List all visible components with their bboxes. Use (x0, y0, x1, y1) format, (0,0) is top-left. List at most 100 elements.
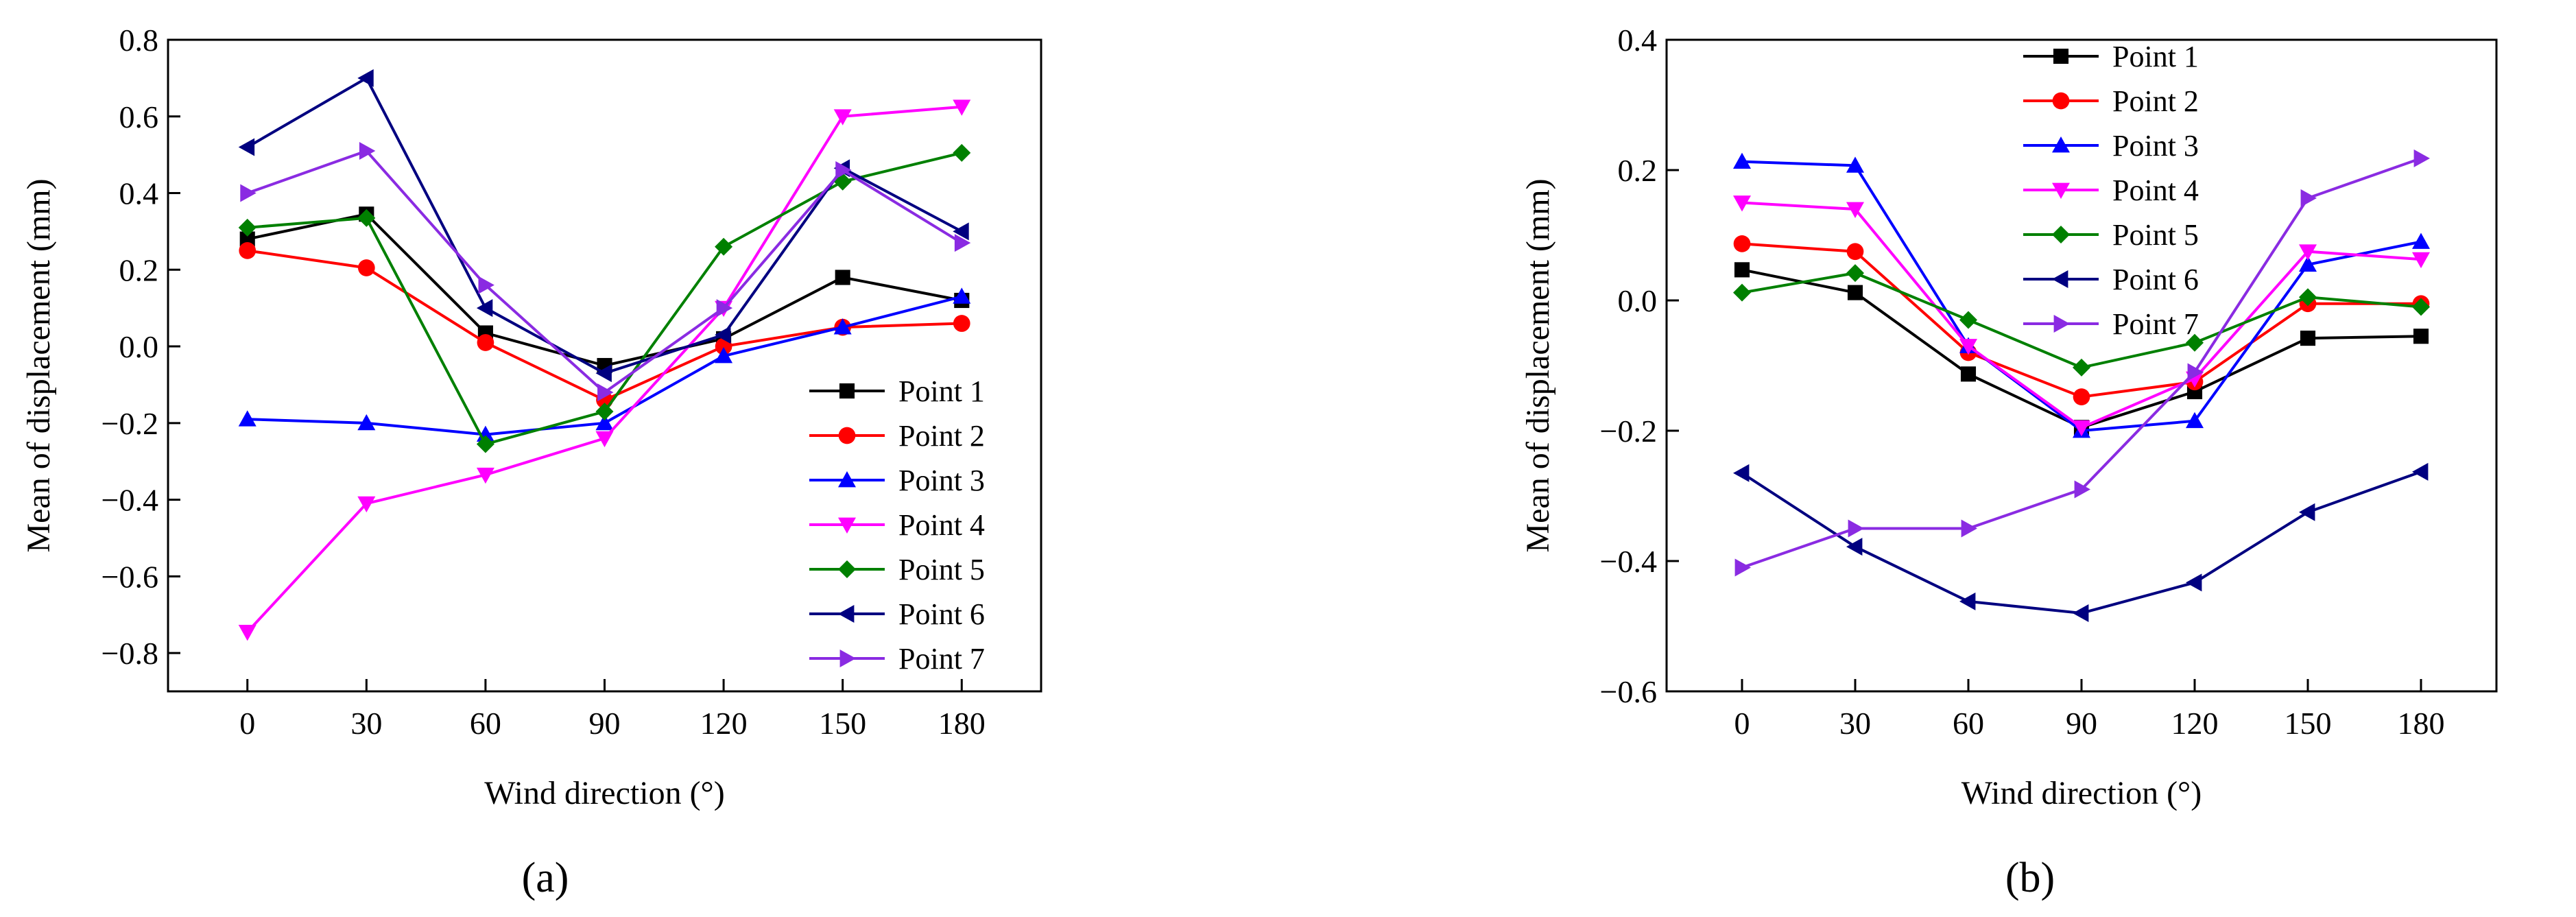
data-point-b-4-0 (1733, 195, 1751, 212)
data-point-b-3-1 (1846, 156, 1864, 173)
x-tick-label-b-4: 120 (2171, 706, 2219, 741)
x-tick-label-b-3: 90 (2066, 706, 2097, 741)
data-point-a-5-0 (238, 218, 257, 237)
series-line-b-5 (1741, 272, 2422, 369)
x-tick-label-a-0: 0 (239, 706, 255, 741)
y-tick-label-a-1: −0.6 (102, 559, 158, 594)
y-tick-label-a-4: 0.0 (119, 329, 159, 364)
legend-label-b-1: Point 1 (2112, 40, 2199, 73)
x-tick-label-b-5: 150 (2285, 706, 2332, 741)
data-point-b-1-5 (2300, 331, 2316, 346)
data-point-b-5-2 (1959, 311, 1977, 329)
data-point-b-4-1 (1846, 202, 1864, 218)
legend-label-a-5: Point 5 (898, 553, 985, 586)
data-point-a-3-6 (953, 287, 971, 304)
legend-label-a-4: Point 4 (898, 508, 985, 542)
data-point-b-6-3 (2073, 604, 2089, 622)
data-point-a-2-6 (953, 315, 970, 332)
data-point-b-7-5 (2300, 189, 2317, 207)
series-line-a-7 (247, 149, 963, 394)
x-tick-label-a-3: 90 (589, 706, 621, 741)
chart-a: −0.8 −0.6 −0.4 −0.2 0.0 0.2 0.4 0.6 0.8 0 30 60 90 12… (21, 23, 1042, 901)
series-a-point-5 (238, 143, 971, 453)
y-tick-label-a-5: 0.2 (119, 252, 159, 287)
data-point-b-5-5 (2299, 288, 2317, 307)
data-point-b-2-3 (2073, 388, 2090, 405)
data-point-a-3-0 (238, 410, 257, 427)
panel-label-a: (a) (522, 855, 569, 901)
legend-marker-a-2 (838, 427, 856, 444)
data-point-a-5-1 (357, 209, 376, 227)
data-point-b-3-4 (2186, 412, 2204, 429)
legend-label-b-2: Point 2 (2112, 84, 2199, 118)
y-tick-label-a-7: 0.6 (119, 99, 159, 134)
data-point-a-3-4 (715, 347, 733, 364)
legend-marker-b-7 (2053, 315, 2070, 333)
y-tick-label-b-5: 0.4 (1618, 23, 1658, 58)
data-point-b-3-6 (2412, 233, 2430, 249)
data-point-b-4-2 (1959, 339, 1977, 355)
data-point-b-1-1 (1847, 285, 1863, 300)
y-tick-label-a-6: 0.4 (119, 176, 159, 211)
legend-marker-b-1 (2053, 48, 2069, 64)
data-point-b-1-0 (1734, 262, 1750, 278)
legend-label-a-3: Point 3 (898, 464, 985, 497)
legend-label-a-7: Point 7 (898, 642, 985, 676)
data-point-a-2-0 (239, 242, 257, 259)
data-point-b-5-1 (1846, 264, 1864, 283)
data-point-b-4-5 (2299, 244, 2317, 261)
data-point-a-4-2 (476, 467, 494, 484)
data-point-a-6-3 (595, 364, 612, 383)
data-point-b-6-2 (1959, 592, 1976, 610)
series-b-point-1 (1734, 262, 2429, 436)
x-tick-label-b-0: 0 (1734, 706, 1750, 741)
x-tick-label-a-6: 180 (938, 706, 986, 741)
data-point-b-5-4 (2186, 333, 2204, 352)
data-point-b-6-6 (2412, 462, 2429, 481)
data-point-b-4-3 (2073, 420, 2090, 437)
data-point-a-5-2 (476, 435, 494, 453)
data-point-b-4-6 (2412, 252, 2430, 269)
data-point-a-7-3 (597, 383, 614, 402)
data-point-b-2-0 (1733, 235, 1751, 252)
x-tick-label-a-4: 120 (700, 706, 748, 741)
data-point-a-5-6 (953, 143, 971, 162)
data-point-a-2-1 (357, 259, 375, 276)
legend-label-b-4: Point 4 (2112, 174, 2199, 207)
data-point-b-7-2 (1961, 519, 1977, 538)
x-tick-label-b-1: 30 (1839, 706, 1871, 741)
data-point-b-7-1 (1848, 519, 1864, 538)
x-tick-label-a-2: 60 (470, 706, 501, 741)
data-point-a-4-5 (833, 109, 852, 126)
y-tick-label-b-0: −0.6 (1600, 674, 1657, 709)
y-axis-label-a: Mean of displacement (mm) (21, 178, 57, 552)
legend-label-a-1: Point 1 (898, 374, 985, 408)
data-point-a-7-0 (240, 184, 257, 202)
legend-a: Point 1 Point 2 Point 3 Point 4 Point 5 Point… (809, 374, 985, 676)
data-point-a-7-5 (835, 161, 852, 179)
legend-marker-b-4 (2052, 182, 2070, 199)
y-tick-label-b-2: −0.2 (1600, 414, 1657, 449)
x-tick-label-b-6: 180 (2398, 706, 2445, 741)
x-tick-label-a-5: 150 (819, 706, 866, 741)
data-point-a-6-1 (357, 69, 374, 87)
legend-label-b-7: Point 7 (2112, 307, 2199, 341)
y-axis-label-b: Mean of displacement (mm) (1520, 178, 1556, 552)
x-tick-label-a-1: 30 (350, 706, 382, 741)
series-line-a-6 (246, 76, 963, 375)
series-a-point-1 (239, 206, 970, 374)
data-point-b-5-6 (2412, 298, 2430, 316)
data-point-a-3-3 (595, 414, 614, 431)
data-point-a-1-5 (835, 270, 850, 285)
x-tick-label-b-2: 60 (1953, 706, 1984, 741)
legend-marker-a-3 (838, 471, 856, 488)
series-b-point-7 (1734, 149, 2430, 577)
data-point-b-7-0 (1734, 558, 1751, 577)
legend-marker-b-2 (2052, 92, 2070, 110)
data-point-a-7-1 (359, 142, 376, 160)
y-tick-label-b-4: 0.2 (1618, 153, 1658, 188)
data-point-a-4-0 (238, 624, 257, 641)
data-point-a-1-0 (239, 231, 255, 247)
data-point-b-5-0 (1733, 283, 1751, 302)
